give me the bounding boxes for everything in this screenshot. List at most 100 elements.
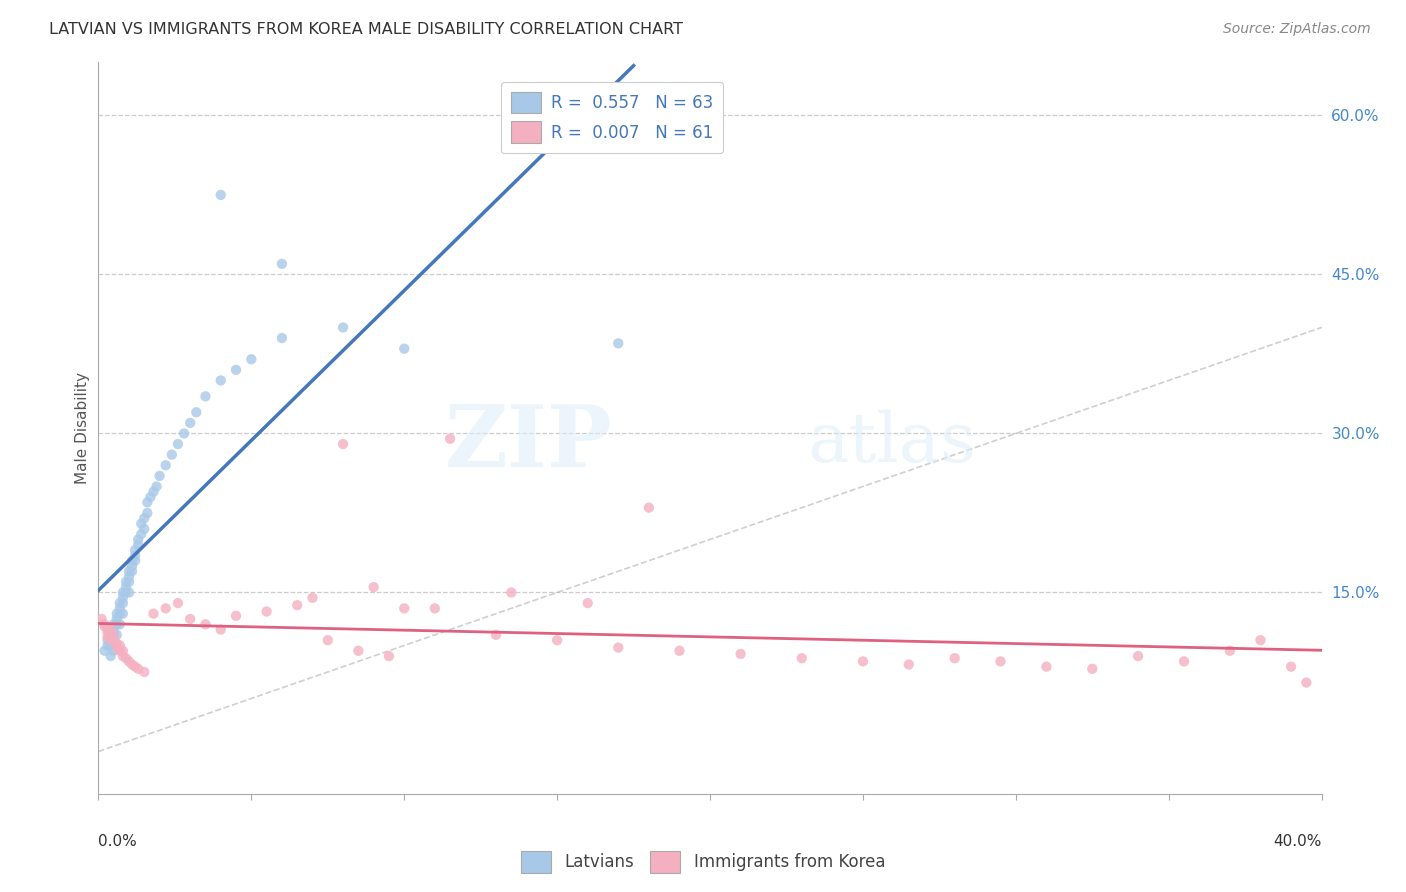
Point xyxy=(97,623,120,637)
Point xyxy=(194,389,217,403)
Point xyxy=(155,601,177,615)
Point xyxy=(100,633,122,648)
Point xyxy=(1081,662,1104,676)
Point xyxy=(105,612,128,626)
Point xyxy=(209,188,232,202)
Point xyxy=(1128,649,1150,664)
Point xyxy=(103,628,125,642)
Point xyxy=(270,331,292,345)
Point xyxy=(142,607,165,621)
Point xyxy=(97,630,120,644)
Point xyxy=(990,654,1012,668)
Point xyxy=(100,639,122,653)
Text: 0.0%: 0.0% xyxy=(98,834,138,849)
Point xyxy=(209,623,232,637)
Point xyxy=(136,495,159,509)
Point xyxy=(285,598,308,612)
Point xyxy=(111,607,134,621)
Point xyxy=(103,617,125,632)
Legend: R =  0.557   N = 63, R =  0.007   N = 61: R = 0.557 N = 63, R = 0.007 N = 61 xyxy=(501,82,723,153)
Point xyxy=(392,342,416,356)
Point xyxy=(108,601,131,615)
Point xyxy=(118,564,141,578)
Point xyxy=(485,628,508,642)
Point xyxy=(194,617,217,632)
Point xyxy=(897,657,920,672)
Text: ZIP: ZIP xyxy=(444,401,612,484)
Point xyxy=(145,479,167,493)
Point xyxy=(115,585,138,599)
Point xyxy=(1279,659,1302,673)
Point xyxy=(209,374,232,388)
Point xyxy=(115,574,138,589)
Point xyxy=(316,633,339,648)
Point xyxy=(332,437,354,451)
Point xyxy=(160,448,183,462)
Point xyxy=(108,639,131,653)
Point xyxy=(124,554,146,568)
Point xyxy=(111,591,134,605)
Point xyxy=(270,257,292,271)
Point xyxy=(105,607,128,621)
Point xyxy=(115,580,138,594)
Point xyxy=(501,585,523,599)
Point xyxy=(121,564,143,578)
Text: Source: ZipAtlas.com: Source: ZipAtlas.com xyxy=(1223,22,1371,37)
Point xyxy=(1173,654,1195,668)
Point xyxy=(1035,659,1057,673)
Point xyxy=(124,543,146,558)
Point xyxy=(97,633,120,648)
Point xyxy=(121,657,143,672)
Point xyxy=(93,617,115,632)
Point xyxy=(111,649,134,664)
Point xyxy=(111,596,134,610)
Point xyxy=(93,619,115,633)
Point xyxy=(129,527,152,541)
Point xyxy=(943,651,966,665)
Point xyxy=(118,569,141,583)
Point xyxy=(105,628,128,642)
Point xyxy=(121,554,143,568)
Point xyxy=(439,432,461,446)
Point xyxy=(607,336,630,351)
Point xyxy=(103,644,125,658)
Point xyxy=(139,490,162,504)
Point xyxy=(121,558,143,573)
Text: LATVIAN VS IMMIGRANTS FROM KOREA MALE DISABILITY CORRELATION CHART: LATVIAN VS IMMIGRANTS FROM KOREA MALE DI… xyxy=(49,22,683,37)
Point xyxy=(1295,675,1317,690)
Point xyxy=(97,639,120,653)
Legend: Latvians, Immigrants from Korea: Latvians, Immigrants from Korea xyxy=(515,845,891,880)
Point xyxy=(108,596,131,610)
Point xyxy=(111,585,134,599)
Point xyxy=(155,458,177,473)
Point xyxy=(105,617,128,632)
Point xyxy=(100,649,122,664)
Point xyxy=(637,500,661,515)
Point xyxy=(118,654,141,668)
Point xyxy=(225,608,247,623)
Point xyxy=(100,628,122,642)
Text: atlas: atlas xyxy=(808,409,977,476)
Point xyxy=(378,649,401,664)
Point xyxy=(423,601,446,615)
Point xyxy=(127,662,149,676)
Point xyxy=(1249,633,1271,648)
Point xyxy=(124,659,146,673)
Y-axis label: Male Disability: Male Disability xyxy=(75,372,90,484)
Point xyxy=(134,511,156,525)
Point xyxy=(852,654,875,668)
Point xyxy=(173,426,195,441)
Point xyxy=(105,636,128,650)
Point xyxy=(668,644,690,658)
Point xyxy=(392,601,416,615)
Point xyxy=(115,651,138,665)
Point xyxy=(90,612,112,626)
Point xyxy=(240,352,263,367)
Point xyxy=(127,533,149,547)
Point xyxy=(134,665,156,679)
Point xyxy=(127,538,149,552)
Point xyxy=(103,623,125,637)
Point xyxy=(167,437,190,451)
Point xyxy=(105,640,128,655)
Point xyxy=(118,585,141,599)
